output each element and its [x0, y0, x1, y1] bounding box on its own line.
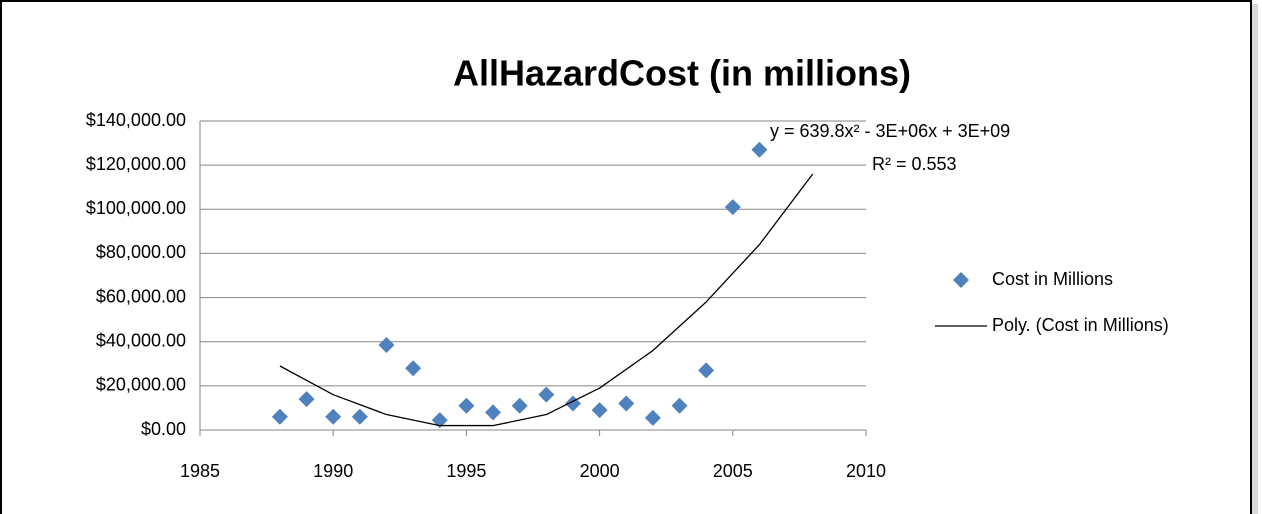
data-point	[591, 402, 608, 419]
data-point	[271, 408, 288, 425]
y-tick-label: $20,000.00	[96, 375, 186, 395]
x-tick-label: 2010	[846, 461, 886, 481]
trend-line	[279, 173, 814, 427]
y-tick-label: $120,000.00	[86, 154, 186, 174]
data-point	[751, 141, 768, 158]
data-point	[538, 386, 555, 403]
x-tick-label: 1990	[313, 461, 353, 481]
data-point	[511, 397, 528, 414]
chart-title: AllHazardCost (in millions)	[453, 53, 911, 94]
x-tick-label: 1985	[180, 461, 220, 481]
data-point	[458, 397, 475, 414]
legend-label: Poly. (Cost in Millions)	[992, 315, 1169, 335]
trend-r-squared: R² = 0.553	[872, 154, 957, 174]
data-point	[378, 337, 395, 354]
x-tick-label: 1995	[446, 461, 486, 481]
data-point	[405, 360, 422, 377]
trend-equation: y = 639.8x² - 3E+06x + 3E+09	[770, 121, 1010, 141]
legend-label: Cost in Millions	[992, 269, 1113, 289]
legend-marker	[953, 272, 969, 288]
data-point	[724, 199, 741, 216]
data-point	[431, 412, 448, 429]
y-tick-label: $40,000.00	[96, 330, 186, 350]
data-point	[698, 362, 715, 379]
data-point	[618, 395, 635, 412]
x-tick-label: 2000	[580, 461, 620, 481]
y-tick-label: $60,000.00	[96, 286, 186, 306]
y-tick-label: $100,000.00	[86, 198, 186, 218]
y-tick-label: $140,000.00	[86, 110, 186, 130]
y-tick-label: $80,000.00	[96, 242, 186, 262]
data-point	[298, 391, 315, 408]
data-point	[671, 397, 688, 414]
data-point	[485, 404, 502, 421]
data-point	[325, 408, 342, 425]
data-point	[351, 408, 368, 425]
data-point	[644, 409, 661, 426]
y-tick-label: $0.00	[141, 419, 186, 439]
x-tick-label: 2005	[713, 461, 753, 481]
